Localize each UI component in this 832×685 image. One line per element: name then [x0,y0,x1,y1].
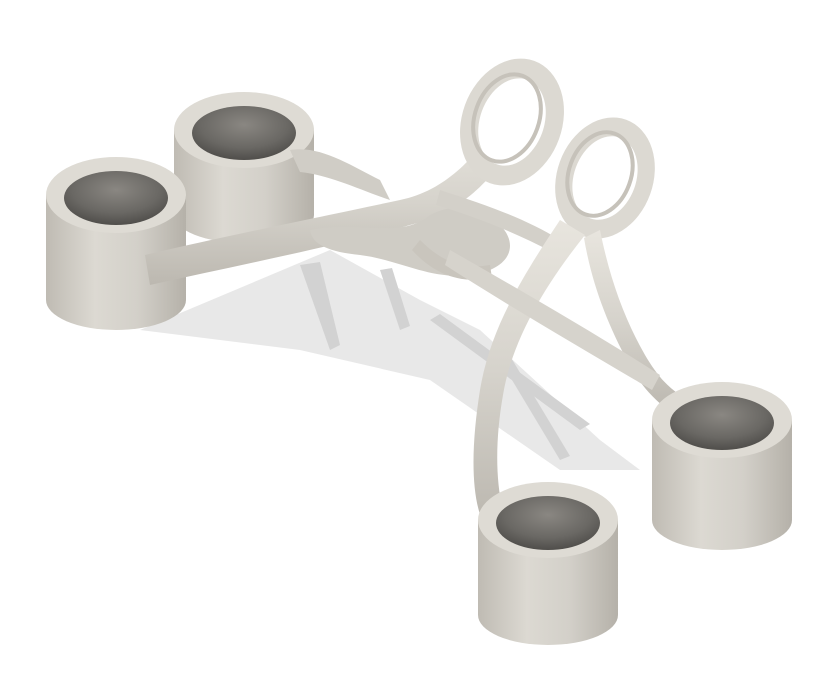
ring-right [555,117,655,239]
hole-back-right [670,396,774,450]
strut-left-main [145,120,520,285]
hole-front-left [64,171,168,225]
cylinder-back-right [652,382,792,550]
ring-left [460,58,564,186]
cylinder-front-left [46,157,186,330]
hole-front-right [496,496,600,550]
strut-ring-connector [436,190,560,252]
ground-shadow [140,250,640,470]
strut-to-front-right [473,220,585,520]
cylinder-back-left [174,92,314,243]
hole-back-left [192,106,296,160]
strut-back-left [290,149,390,200]
strut-to-back-right [584,230,680,410]
strut-diagonal [445,250,660,390]
cylinder-front-right [478,482,618,645]
